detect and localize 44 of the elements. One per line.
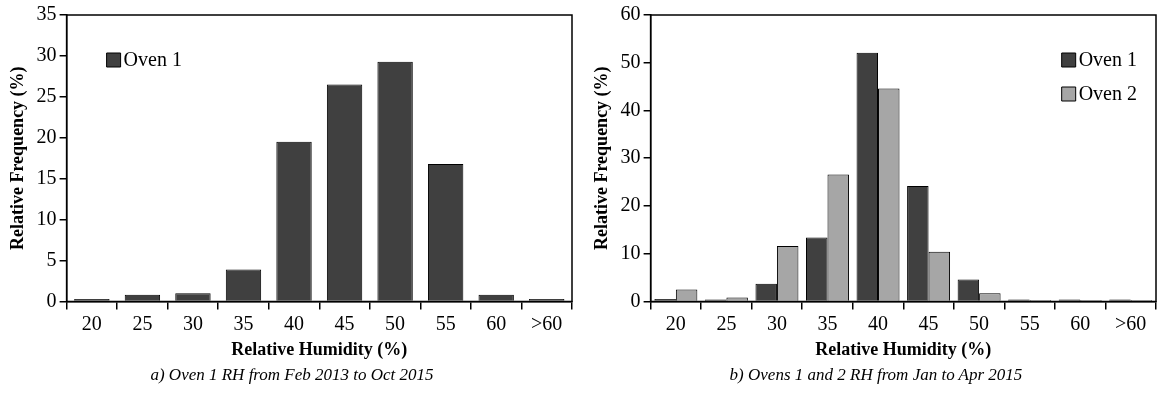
legend-label: Oven 1 <box>123 48 182 71</box>
x-tick-label: >60 <box>1115 311 1147 334</box>
y-tick-label: 30 <box>36 43 57 66</box>
y-tick-label: 25 <box>36 84 57 107</box>
x-tick-label: 20 <box>81 311 102 334</box>
x-tick-label: 25 <box>716 311 737 334</box>
x-tick-label: 20 <box>665 311 686 334</box>
legend-label: Oven 2 <box>1078 82 1138 105</box>
y-tick-label: 20 <box>620 193 641 216</box>
y-tick-label: 10 <box>36 206 57 229</box>
x-tick-label: 30 <box>182 311 203 334</box>
x-tick-label: 60 <box>1070 311 1091 334</box>
text: b) Ovens 1 and 2 RH from Jan to Apr 2015 <box>728 365 1024 385</box>
x-tick-label: 45 <box>918 311 939 334</box>
x-tick-label: 60 <box>486 311 507 334</box>
text: a) Oven 1 RH from Feb 2013 to Oct 2015 <box>149 365 435 385</box>
x-tick-label: 40 <box>868 311 889 334</box>
x-tick-label: 40 <box>284 311 305 334</box>
x-tick-label: 45 <box>334 311 355 334</box>
y-axis-title: Relative Frequency (%) <box>591 66 613 251</box>
y-tick-label: 10 <box>620 240 641 263</box>
y-tick-label: 20 <box>36 124 57 147</box>
y-tick-label: 5 <box>46 247 57 270</box>
x-tick-label: >60 <box>531 311 563 334</box>
x-axis-title: Relative Humidity (%) <box>815 338 992 360</box>
x-tick-label: 25 <box>132 311 153 334</box>
x-tick-label: 50 <box>969 311 990 334</box>
y-tick-label: 30 <box>620 145 641 168</box>
y-tick-label: 0 <box>630 288 641 311</box>
x-tick-label: 30 <box>766 311 787 334</box>
x-tick-label: 55 <box>1019 311 1040 334</box>
x-tick-label: 35 <box>233 311 254 334</box>
y-tick-label: 0 <box>46 288 57 311</box>
x-tick-label: 50 <box>385 311 406 334</box>
legend-label: Oven 1 <box>1078 48 1138 71</box>
y-tick-label: 50 <box>620 49 641 72</box>
x-axis-title: Relative Humidity (%) <box>231 338 408 360</box>
y-tick-label: 60 <box>620 2 641 25</box>
y-axis-title: Relative Frequency (%) <box>7 66 29 251</box>
y-tick-label: 35 <box>36 2 57 25</box>
y-tick-label: 15 <box>36 165 57 188</box>
x-tick-label: 35 <box>817 311 838 334</box>
x-tick-label: 55 <box>435 311 456 334</box>
y-tick-label: 40 <box>620 97 641 120</box>
